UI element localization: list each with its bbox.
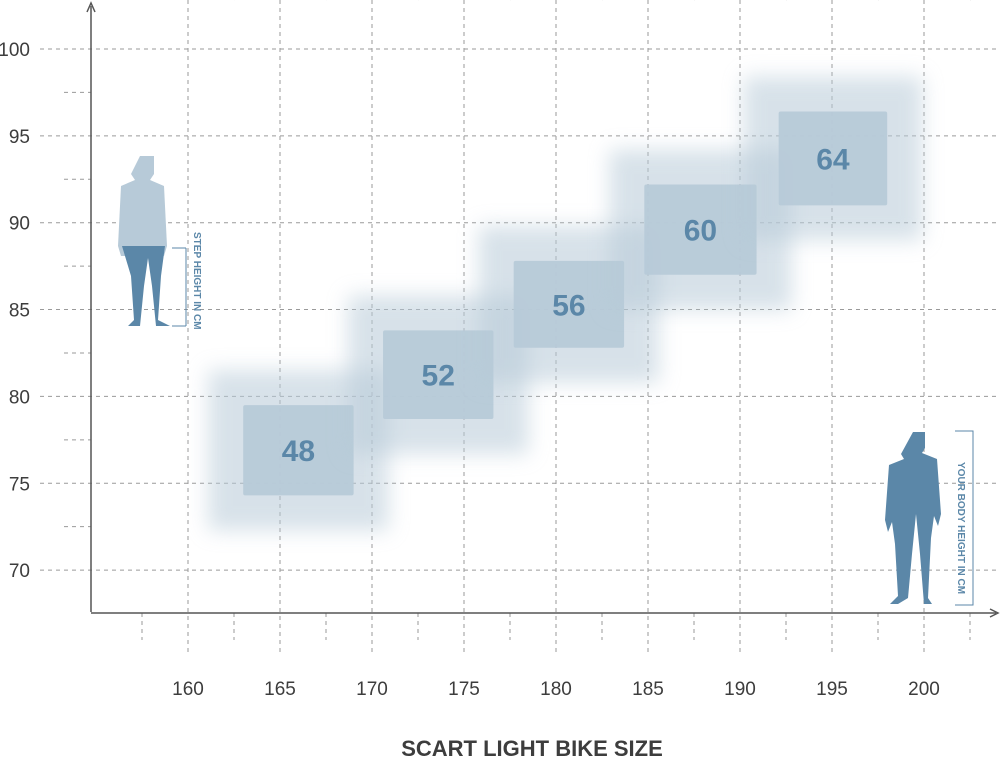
- x-tick-label: 165: [264, 679, 296, 700]
- y-tick-label: 85: [9, 301, 30, 322]
- x-tick-label: 170: [356, 679, 388, 700]
- size-box: [644, 184, 757, 275]
- size-label: 60: [684, 215, 717, 248]
- size-boxes: 48 52 56 60 64: [208, 76, 923, 531]
- y-tick-label: 95: [9, 127, 30, 148]
- size-box: [383, 330, 494, 419]
- y-tick-label: 80: [9, 387, 30, 408]
- x-axis-arrow-icon: [989, 608, 1000, 618]
- size-label: 56: [552, 289, 585, 322]
- body-height-figure-icon: [885, 430, 974, 606]
- y-tick-label: 75: [9, 474, 30, 495]
- step-height-figure-icon: [118, 156, 187, 327]
- x-tick-label: 180: [540, 679, 572, 700]
- y-axis-arrow-icon: [86, 1, 96, 13]
- x-tick-label: 185: [632, 679, 664, 700]
- size-box: [243, 405, 354, 496]
- size-box: [778, 111, 888, 206]
- x-tick-label: 175: [448, 679, 480, 700]
- x-tick-label: 190: [724, 679, 756, 700]
- step-height-label: STEP HEIGHT IN CM: [191, 232, 202, 330]
- tick-labels: 160 165 170 175 180 185 190 195 200 70 75 80 85 90 95 1…: [0, 40, 940, 700]
- y-tick-label: 100: [0, 40, 30, 61]
- x-tick-label: 160: [172, 679, 204, 700]
- x-tick-label: 200: [908, 679, 940, 700]
- size-label: 64: [816, 143, 850, 176]
- x-axis-title: SCART LIGHT BIKE SIZE: [401, 736, 663, 761]
- y-tick-label: 90: [9, 214, 30, 235]
- size-label: 48: [282, 435, 315, 468]
- y-tick-label: 70: [9, 561, 30, 582]
- size-box: [513, 260, 625, 348]
- body-height-label: YOUR BODY HEIGHT IN CM: [955, 462, 966, 594]
- x-tick-label: 195: [816, 679, 848, 700]
- size-label: 52: [422, 360, 455, 393]
